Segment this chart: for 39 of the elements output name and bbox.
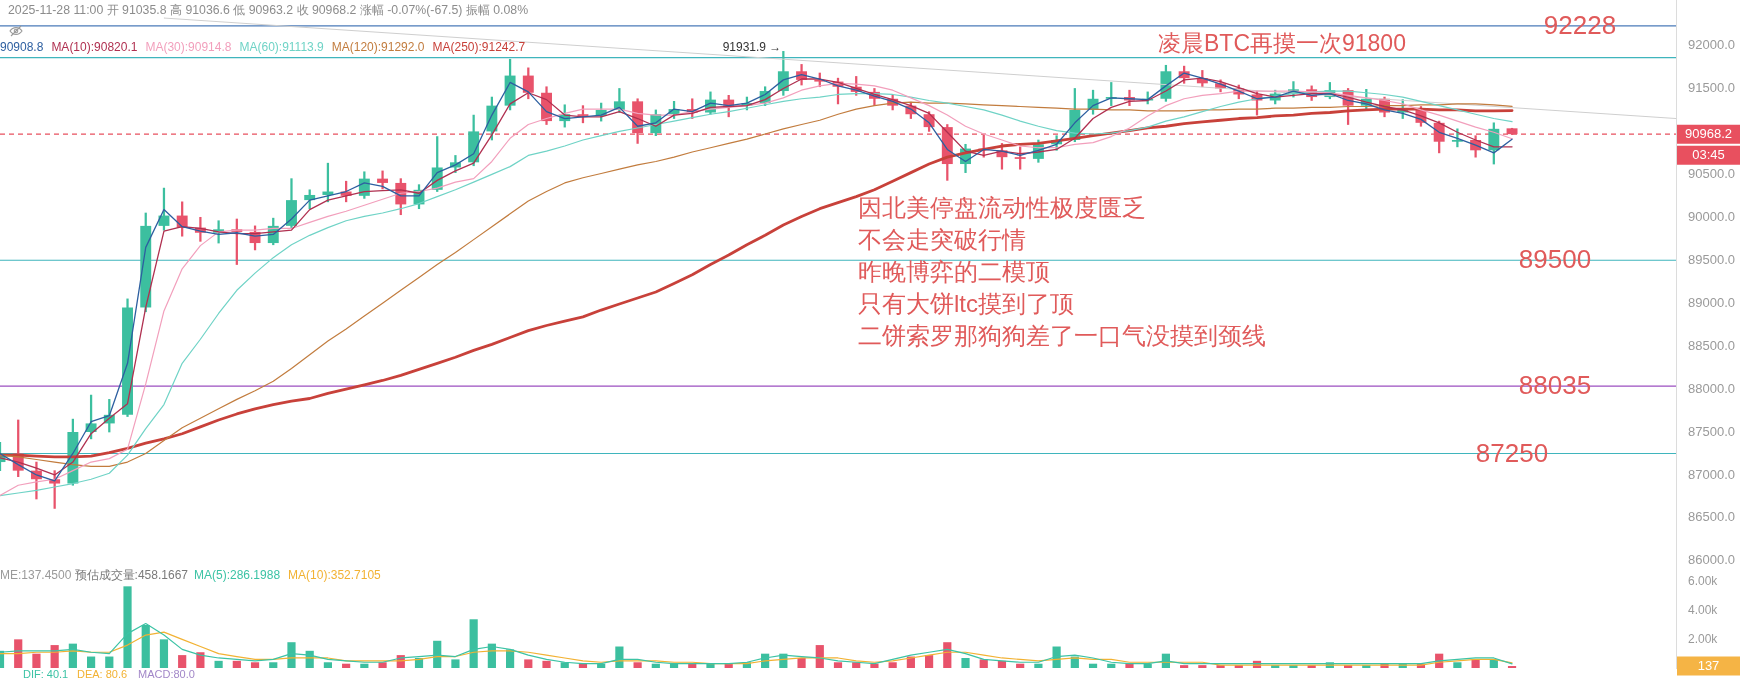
annotation: 二饼索罗那狗狗差了一口气没摸到颈线 <box>858 321 1266 349</box>
annotation: 2025-11-28 11:00 开 91035.8 高 91036.6 低 90963.2 收 90968.2 涨幅 -0.07%(-67.5) 振幅 0.08% <box>8 3 529 18</box>
text: MACD:80.0 <box>138 668 195 681</box>
ref-line-label: 90968.2 <box>1685 125 1732 141</box>
text: MA(10):352.7105 <box>288 567 382 582</box>
text: MA(30):90914.8 <box>145 40 232 55</box>
text: 137 <box>1697 657 1720 673</box>
text: 03:45 <box>1692 146 1725 162</box>
y-tick-label: 86000.0 <box>1688 552 1735 568</box>
y-tick-label: 90000.0 <box>1688 208 1735 224</box>
y-tick-label: 86500.0 <box>1688 509 1735 525</box>
y-tick-label: 90500.0 <box>1688 165 1735 181</box>
annotation: 因北美停盘流动性极度匮乏 <box>858 193 1146 221</box>
annotation: 预估成交量:458.1667 <box>74 567 189 582</box>
annotation: 凌晨BTC再摸一次91800 <box>1158 30 1406 57</box>
y-tick-label: 88500.0 <box>1688 337 1735 353</box>
text: DIF: 40.1 <box>23 668 69 681</box>
y-tick-label: 6.00k <box>1688 574 1719 589</box>
annotation: 不会走突破行情 <box>858 225 1026 253</box>
annotation: 昨晚博弈的二模顶 <box>858 257 1050 285</box>
y-tick-label: 89000.0 <box>1688 294 1735 310</box>
text: 90908.8 <box>0 40 44 55</box>
text: MA(120):91292.0 <box>331 40 425 55</box>
y-tick-label: 87500.0 <box>1688 423 1735 439</box>
annotation: 只有大饼ltc摸到了顶 <box>858 289 1074 317</box>
y-tick-label: 2.00k <box>1688 631 1719 646</box>
y-tick-label: 4.00k <box>1688 603 1719 617</box>
y-tick-label: 87000.0 <box>1688 466 1735 482</box>
y-tick-label: 88000.0 <box>1688 380 1735 396</box>
text: MA(60):91113.9 <box>239 40 325 55</box>
annotation: 91931.9 → <box>722 39 782 54</box>
text: DEA: 80.6 <box>77 668 128 681</box>
y-tick-label: 92000.0 <box>1688 37 1735 53</box>
text: MA(5):286.1988 <box>194 567 281 582</box>
y-tick-label: 91500.0 <box>1688 80 1735 96</box>
text: MA(250):91242.7 <box>432 40 526 55</box>
y-tick-label: 89500.0 <box>1688 251 1735 267</box>
annotation: ME:137.4500 <box>0 567 72 582</box>
text: MA(10):90820.1 <box>51 40 138 55</box>
